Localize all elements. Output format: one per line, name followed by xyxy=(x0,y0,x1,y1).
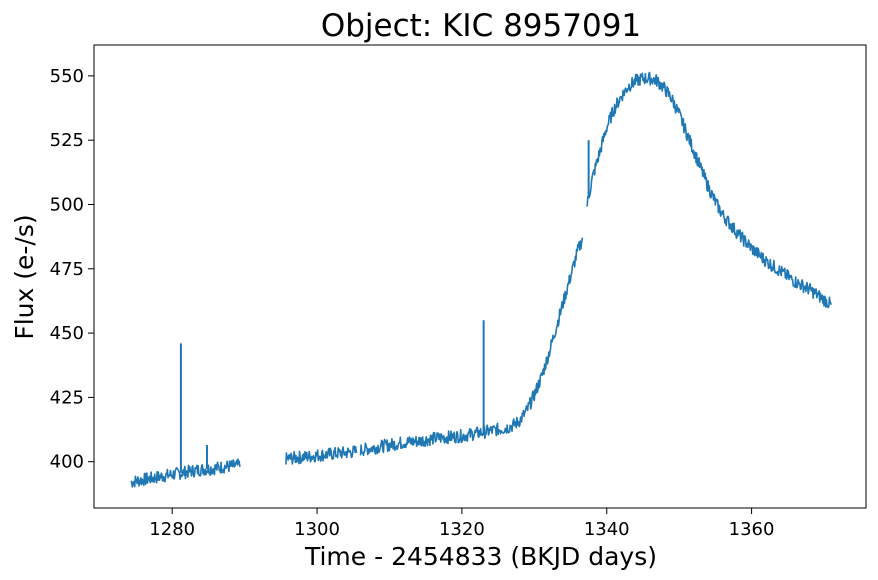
series-0-segment-2 xyxy=(359,237,584,457)
x-tick-label-2: 1320 xyxy=(439,519,485,540)
chart-title: Object: KIC 8957091 xyxy=(321,8,641,44)
x-tick-label-1: 1300 xyxy=(294,519,340,540)
plot-area xyxy=(94,45,866,508)
series-layer xyxy=(130,71,833,488)
y-tick-label-2: 450 xyxy=(50,323,84,344)
series-0-segment-1 xyxy=(285,445,358,465)
y-axis-ticks: 400 425 450 475 500 525 550 xyxy=(50,66,94,473)
y-tick-label-5: 525 xyxy=(50,130,84,151)
y-tick-label-3: 475 xyxy=(50,259,84,280)
series-0-segment-3 xyxy=(586,71,833,309)
y-tick-label-4: 500 xyxy=(50,194,84,215)
x-tick-label-0: 1280 xyxy=(149,519,195,540)
series-0-segment-0 xyxy=(130,458,241,488)
plot-frame xyxy=(93,44,867,509)
x-tick-label-3: 1340 xyxy=(584,519,630,540)
x-axis-ticks: 1280 1300 1320 1340 1360 xyxy=(149,508,774,540)
y-axis-label: Flux (e-/s) xyxy=(10,214,39,339)
y-tick-label-6: 550 xyxy=(50,66,84,87)
y-tick-label-1: 425 xyxy=(50,387,84,408)
x-axis-label: Time - 2454833 (BKJD days) xyxy=(304,542,657,571)
x-tick-label-4: 1360 xyxy=(729,519,775,540)
y-tick-label-0: 400 xyxy=(50,452,84,473)
